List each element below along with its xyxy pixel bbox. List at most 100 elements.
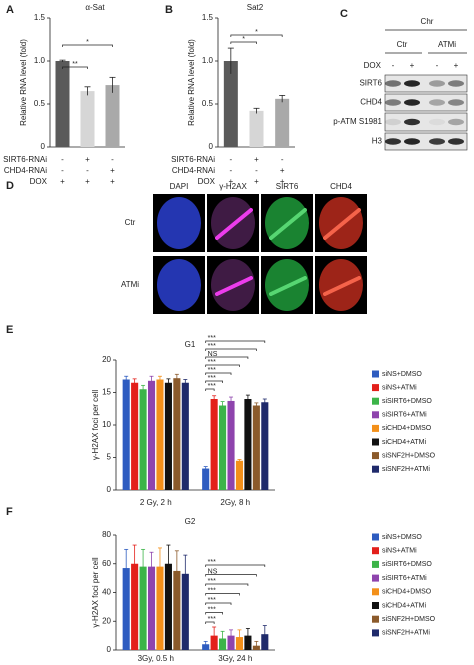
y-tick-label: 0 (41, 142, 46, 151)
significance-label: *** (208, 367, 216, 374)
y-tick-label: 10 (102, 420, 111, 429)
significance-bracket (205, 574, 257, 577)
damage-stripe (269, 208, 307, 240)
legend-label: siSNF2H+ATMi (382, 466, 430, 473)
bar (275, 98, 290, 147)
micrograph-row: Ctr (125, 218, 136, 227)
blot-band (404, 118, 420, 126)
legend-label: siSIRT6+ATMi (382, 575, 427, 582)
condition-sign: + (280, 166, 285, 175)
condition-sign: + (85, 155, 90, 164)
blot-group: ATMi (438, 40, 456, 49)
significance-label: *** (208, 335, 216, 342)
blot-band (448, 118, 464, 126)
y-tick-label: 0 (107, 485, 112, 494)
significance-label: *** (208, 383, 216, 390)
y-axis-label: γ-H2AX foci per cell (91, 390, 100, 460)
blot-row-label: H3 (372, 137, 383, 146)
blot-strip (384, 112, 468, 132)
blot-band (385, 138, 401, 145)
panel-letter: E (6, 324, 13, 336)
damage-stripe (323, 208, 361, 240)
bar (105, 85, 120, 147)
panel-letter: B (165, 4, 173, 16)
y-tick-label: 0.5 (34, 99, 46, 108)
damage-stripe (215, 208, 253, 240)
chart-title: G1 (185, 340, 196, 349)
bar (210, 399, 218, 490)
chart-title: α-Sat (85, 3, 105, 12)
condition-sign: - (61, 155, 64, 164)
condition-sign: + (60, 177, 65, 186)
legend-label: siNS+ATMi (382, 384, 417, 391)
bar (164, 382, 172, 490)
significance-label: *** (208, 606, 216, 613)
bar (173, 570, 181, 650)
legend-label: siCHD4+DMSO (382, 589, 432, 596)
significance-bracket (205, 380, 223, 383)
y-axis-label: γ-H2AX foci per cell (91, 557, 100, 627)
damage-stripe (269, 276, 307, 296)
bar (131, 563, 139, 650)
y-tick-label: 1.5 (34, 13, 46, 22)
y-tick-label: 20 (102, 355, 111, 364)
legend-label: siSNF2H+DMSO (382, 452, 436, 459)
bar (252, 405, 260, 490)
blot-title: Chr (421, 17, 434, 26)
bar (122, 568, 130, 650)
condition-sign: + (85, 177, 90, 186)
legend-label: siSIRT6+DMSO (382, 398, 432, 405)
significance-label: NS (208, 568, 218, 575)
bar (249, 110, 264, 147)
blot-treatment: - (436, 61, 439, 70)
y-tick-label: 15 (102, 388, 111, 397)
significance-bracket (230, 34, 283, 37)
bar (80, 91, 95, 147)
x-tick-label: 3Gy, 0.5 h (138, 654, 174, 663)
blot-band (404, 99, 420, 106)
significance-bracket (205, 372, 232, 375)
condition-sign: - (61, 166, 64, 175)
condition-sign: - (281, 155, 284, 164)
legend-label: siSIRT6+ATMi (382, 412, 427, 419)
damage-stripe (215, 276, 253, 296)
x-tick-label: 2 Gy, 2 h (140, 498, 172, 507)
y-axis-label: Relative RNA level (fold) (187, 39, 196, 126)
significance-bracket (230, 41, 257, 44)
blot-band (429, 80, 445, 87)
significance-bracket (205, 602, 232, 605)
legend-swatch (372, 438, 379, 446)
blot-treatment: + (454, 61, 459, 70)
y-tick-label: 40 (102, 588, 111, 597)
bar (139, 389, 147, 490)
legend-swatch (372, 397, 379, 405)
condition-sign: - (111, 155, 114, 164)
y-tick-label: 80 (102, 530, 111, 539)
significance-bracket (205, 340, 266, 343)
condition-sign: - (229, 166, 232, 175)
y-tick-label: 1.5 (202, 13, 214, 22)
legend-label: siNS+DMSO (382, 534, 422, 541)
x-tick-label: 3Gy, 24 h (218, 654, 252, 663)
significance-label: *** (208, 359, 216, 366)
legend-label: siSIRT6+DMSO (382, 561, 432, 568)
bar (181, 382, 189, 490)
condition-sign: + (110, 166, 115, 175)
blot-band (429, 138, 445, 145)
chart-title: G2 (185, 517, 196, 526)
significance-label: * (242, 36, 245, 43)
legend-label: siSNF2H+ATMi (382, 630, 430, 637)
condition-sign: - (255, 166, 258, 175)
condition-label: DOX (198, 177, 216, 186)
blot-group: Ctr (397, 40, 408, 49)
blot-band (429, 99, 445, 106)
panel-letter: F (6, 506, 13, 518)
chart-title: Sat2 (247, 3, 264, 12)
significance-bracket (205, 593, 240, 596)
y-tick-label: 0 (107, 645, 112, 654)
legend-label: siSNF2H+DMSO (382, 616, 436, 623)
significance-label: *** (208, 559, 216, 566)
blot-band (385, 99, 401, 106)
damage-stripe (323, 276, 361, 296)
